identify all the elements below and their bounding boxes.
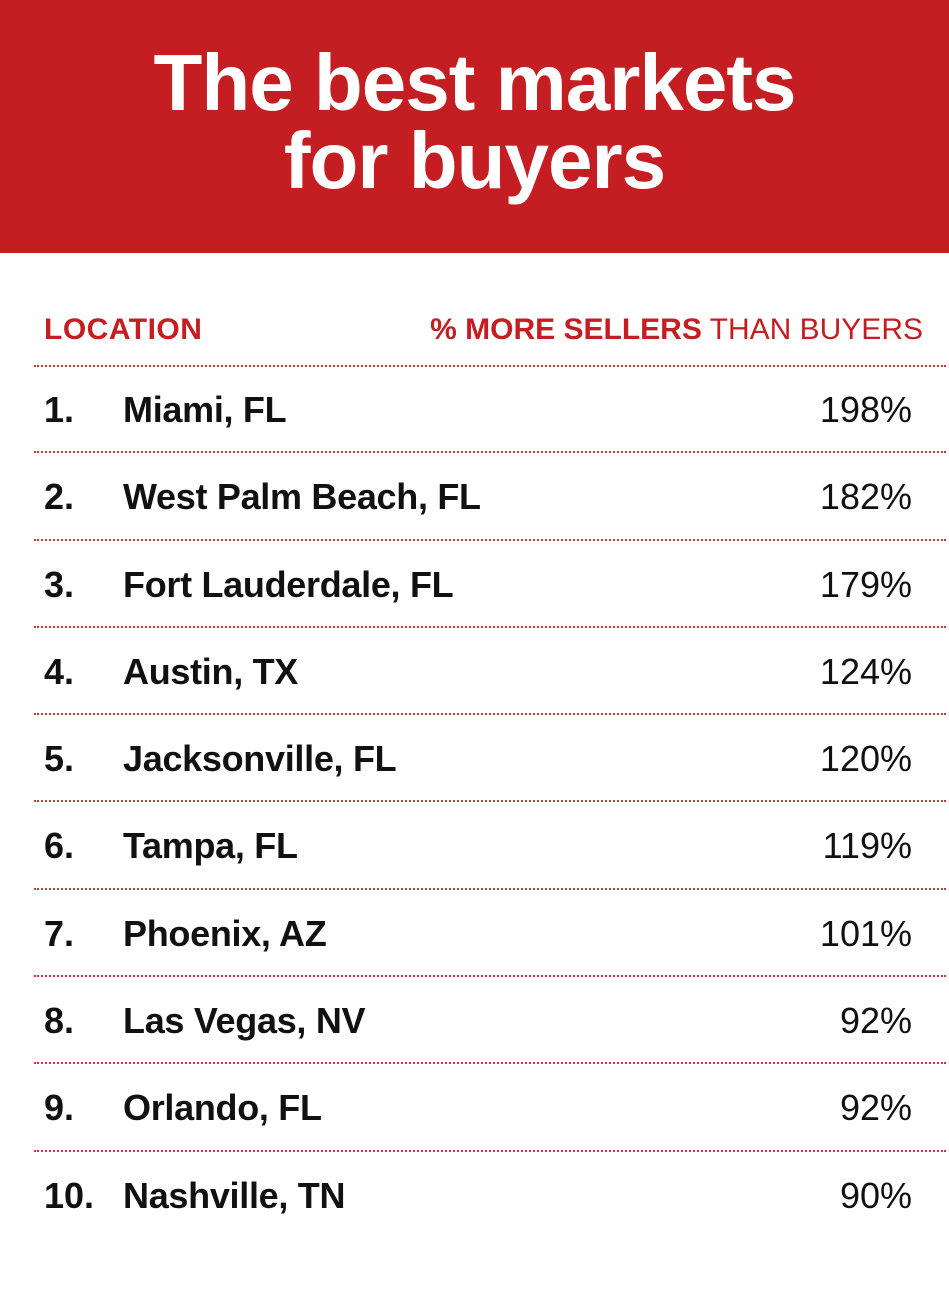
row-value: 101% (819, 912, 912, 954)
row-location: Phoenix, AZ (123, 912, 327, 954)
row-divider (34, 713, 946, 716)
row-value: 92% (839, 1000, 912, 1042)
row-rank: 10. (44, 1174, 95, 1216)
title-banner: The best markets for buyers (0, 0, 949, 253)
row-location: Tampa, FL (123, 825, 298, 867)
row-value: 179% (819, 563, 912, 605)
row-divider (34, 451, 946, 454)
row-rank: 3. (44, 563, 75, 605)
row-divider (34, 975, 946, 978)
row-location: Austin, TX (123, 650, 298, 692)
row-location: Las Vegas, NV (123, 1000, 366, 1042)
table-row: 6. Tampa, FL 119% (0, 802, 949, 890)
table-row: 9. Orlando, FL 92% (0, 1064, 949, 1152)
row-value: 119% (822, 825, 912, 867)
location-column-header: LOCATION (44, 313, 203, 346)
table-row: 5. Jacksonville, FL 120% (0, 715, 949, 803)
row-divider (34, 625, 946, 628)
metric-header-light: THAN BUYERS (701, 313, 923, 346)
metric-column-header: % MORE SELLERS THAN BUYERS (430, 308, 923, 352)
row-rank: 6. (44, 825, 75, 867)
table-row: 2. West Palm Beach, FL 182% (0, 453, 949, 541)
table-row: 7. Phoenix, AZ 101% (0, 890, 949, 978)
row-rank: 9. (44, 1087, 75, 1129)
metric-header-strong: % MORE SELLERS (430, 313, 702, 346)
row-value: 182% (819, 476, 912, 518)
row-rank: 5. (44, 738, 75, 780)
row-location: Fort Lauderdale, FL (123, 563, 454, 605)
row-divider (34, 1149, 946, 1152)
row-value: 198% (819, 389, 912, 430)
header-divider (34, 365, 946, 367)
row-divider (34, 538, 946, 541)
row-value: 92% (839, 1087, 912, 1129)
row-rank: 1. (44, 389, 75, 430)
chart-title: The best markets for buyers (0, 38, 949, 205)
row-value: 120% (819, 738, 912, 780)
table-row: 8. Las Vegas, NV 92% (0, 977, 949, 1065)
table-row: 3. Fort Lauderdale, FL 179% (0, 541, 949, 628)
row-divider (34, 800, 946, 803)
table-row: 4. Austin, TX 124% (0, 628, 949, 716)
row-rank: 2. (44, 476, 75, 518)
row-location: Orlando, FL (123, 1087, 322, 1129)
row-value: 90% (839, 1174, 912, 1216)
row-location: Nashville, TN (123, 1174, 346, 1216)
row-rank: 7. (44, 912, 75, 954)
row-divider (34, 887, 946, 890)
row-rank: 8. (44, 1000, 75, 1042)
row-location: West Palm Beach, FL (123, 476, 481, 518)
title-line-2: for buyers (283, 116, 666, 205)
table-row: 10. Nashville, TN 90% (0, 1152, 949, 1239)
row-divider (34, 1062, 946, 1065)
row-location: Jacksonville, FL (123, 738, 397, 780)
table-header: LOCATION % MORE SELLERS THAN BUYERS (44, 308, 923, 352)
table-body: 1. Miami, FL 198% 2. West Palm Beach, FL 182%… (0, 366, 949, 1239)
row-value: 124% (819, 650, 912, 692)
table-row: 1. Miami, FL 198% (0, 366, 949, 454)
title-line-1: The best markets (153, 38, 796, 127)
row-rank: 4. (44, 650, 75, 692)
row-location: Miami, FL (123, 389, 287, 430)
